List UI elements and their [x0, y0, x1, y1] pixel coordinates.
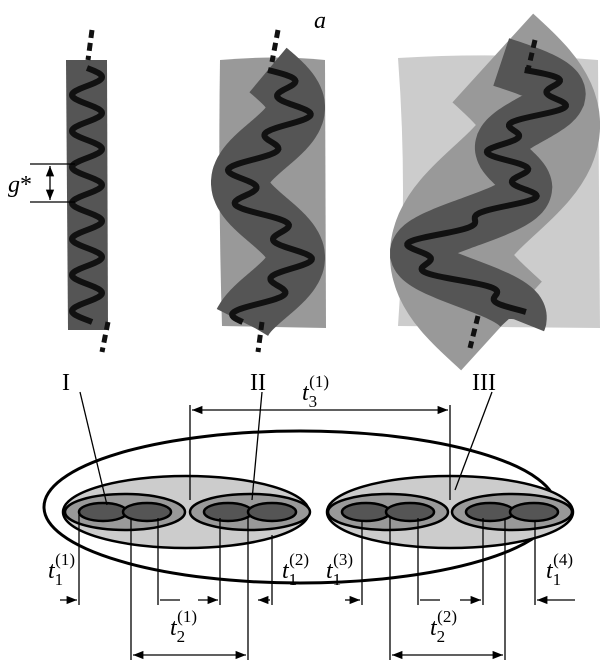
level-0-ellipse — [510, 503, 558, 521]
time-label: t1(4) — [546, 550, 573, 589]
label-sub: 1 — [553, 570, 562, 589]
label-sub: 3 — [309, 392, 318, 411]
level-0-ellipse — [79, 503, 127, 521]
label-sup: (3) — [333, 550, 353, 569]
leader — [455, 392, 492, 490]
time-label: t2(2) — [430, 607, 457, 646]
time-label: t2(1) — [170, 607, 197, 646]
chain-end — [272, 30, 278, 62]
label-sub: 2 — [437, 627, 446, 646]
label-sub: 1 — [333, 570, 342, 589]
level-0-ellipse — [342, 503, 390, 521]
label-sub: 1 — [289, 570, 298, 589]
label-sub: 1 — [55, 570, 64, 589]
time-label: t1(3) — [326, 550, 353, 589]
time-label: t3(1) — [302, 372, 329, 411]
label-sup: (2) — [289, 550, 309, 569]
label-sup: (1) — [177, 607, 197, 626]
label-sup: (4) — [553, 550, 573, 569]
label-sub: 2 — [177, 627, 186, 646]
level-label: III — [472, 370, 496, 396]
level-label: I — [62, 370, 70, 396]
panel-label: a — [314, 8, 326, 34]
label-sup: (1) — [55, 550, 75, 569]
time-label: t1(1) — [48, 550, 75, 589]
level-label: II — [250, 370, 266, 396]
diagram: a g* I II III — [0, 0, 600, 664]
level-0-ellipse — [123, 503, 171, 521]
level-0-ellipse — [204, 503, 252, 521]
label-sup: (2) — [437, 607, 457, 626]
label-sup: (1) — [309, 372, 329, 391]
level-0-ellipse — [248, 503, 296, 521]
level-0-ellipse — [386, 503, 434, 521]
label-mark: * — [20, 172, 32, 198]
label-base: g — [8, 172, 20, 198]
blob-label: g* — [8, 172, 32, 198]
chain-end — [88, 30, 92, 60]
level-0-ellipse — [466, 503, 514, 521]
